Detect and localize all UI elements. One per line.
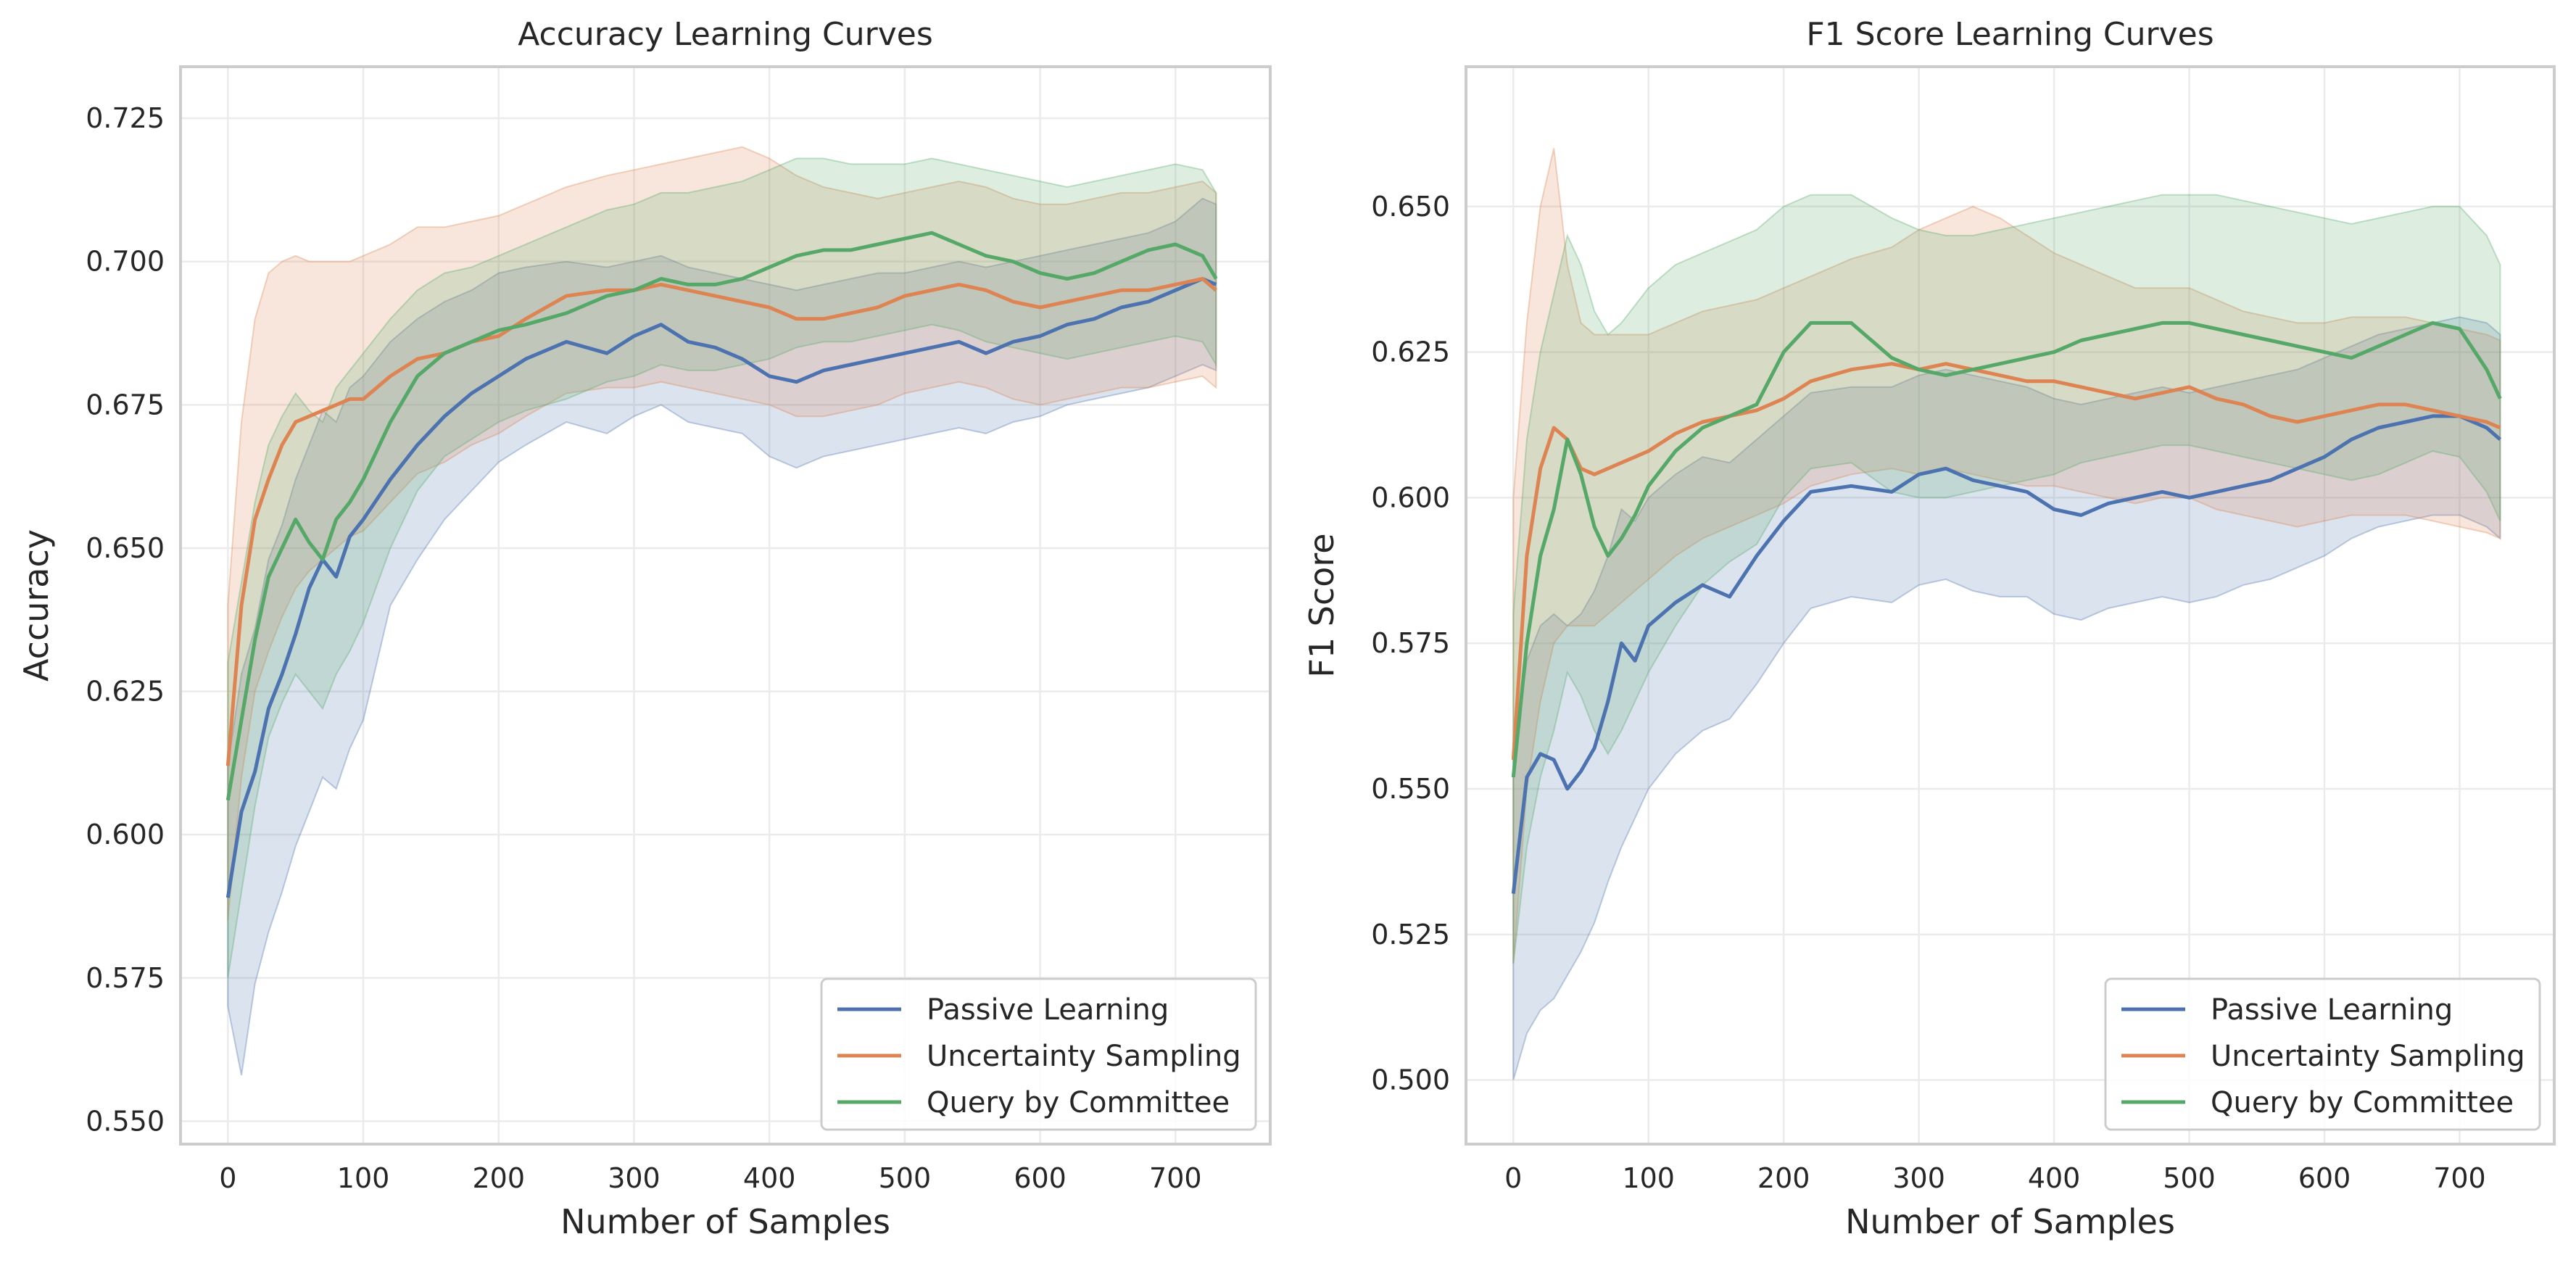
x-tick-label: 200 [472, 1162, 525, 1194]
chart-title: Accuracy Learning Curves [518, 16, 933, 53]
x-tick-label: 200 [1757, 1162, 1810, 1194]
y-tick-label: 0.600 [86, 819, 165, 850]
y-tick-label: 0.650 [86, 532, 165, 564]
series-line-1 [1511, 414, 2502, 894]
y-tick-label: 0.550 [86, 1105, 165, 1137]
y-tick-label: 0.525 [1371, 919, 1450, 951]
x-tick-label: 0 [219, 1162, 236, 1194]
axes-frame [179, 65, 1272, 1146]
y-tick-label: 0.550 [1371, 773, 1450, 805]
x-tick-label: 700 [1149, 1162, 1202, 1194]
x-tick-label: 600 [2298, 1162, 2351, 1194]
x-tick-label: 0 [1504, 1162, 1522, 1194]
legend-label-2: Uncertainty Sampling [927, 1040, 1241, 1073]
legend-label-1: Passive Learning [927, 993, 1169, 1027]
y-tick-label: 0.625 [1371, 336, 1450, 368]
series-line-2 [225, 277, 1217, 766]
confidence-band-1 [227, 197, 1217, 1076]
legend-label-1: Passive Learning [2211, 993, 2453, 1027]
y-axis-label: F1 Score [1302, 533, 1341, 677]
series-line-3 [1511, 320, 2502, 778]
x-tick-label: 500 [879, 1162, 932, 1194]
y-tick-label: 0.575 [86, 962, 165, 994]
confidence-band-2 [1512, 148, 2501, 964]
legend-label-3: Query by Committee [2211, 1086, 2514, 1119]
legend-box [820, 977, 1257, 1131]
chart-panel-1: 0 100 200 300 400 500 600 700 0.550 0.575 0.600 0.6… [17, 16, 1272, 1241]
legend-label-2: Uncertainty Sampling [2211, 1040, 2525, 1073]
x-tick-label: 100 [1622, 1162, 1675, 1194]
legend: Passive Learning Uncertainty Sampling Quer… [820, 977, 1257, 1131]
y-tick-label: 0.650 [1371, 191, 1450, 223]
y-tick-label: 0.675 [86, 389, 165, 421]
x-tick-label: 300 [608, 1162, 660, 1194]
y-tick-label: 0.600 [1371, 481, 1450, 513]
x-tick-label: 600 [1014, 1162, 1067, 1194]
chart-panel-2: 0 100 200 300 400 500 600 700 0.500 0.525 0.550 0.5… [1302, 16, 2556, 1241]
series-line-1 [225, 277, 1217, 898]
x-axis-label: Number of Samples [560, 1202, 890, 1241]
chart-title: F1 Score Learning Curves [1806, 16, 2213, 53]
legend-box [2104, 977, 2541, 1131]
y-axis-label: Accuracy [17, 529, 56, 682]
legend-label-3: Query by Committee [927, 1086, 1230, 1119]
y-tick-label: 0.625 [86, 676, 165, 708]
plot-area [181, 67, 1270, 1144]
confidence-band-1 [1512, 316, 2501, 1080]
axes-frame [1465, 65, 2556, 1146]
x-tick-label: 400 [2028, 1162, 2081, 1194]
x-tick-label: 100 [337, 1162, 390, 1194]
y-tick-label: 0.700 [86, 246, 165, 278]
confidence-band-3 [227, 157, 1217, 978]
plot-area [1466, 67, 2554, 1144]
x-tick-label: 300 [1892, 1162, 1945, 1194]
series-line-3 [225, 231, 1218, 801]
legend: Passive Learning Uncertainty Sampling Quer… [2104, 977, 2541, 1131]
x-tick-label: 500 [2163, 1162, 2216, 1194]
series-line-2 [1511, 362, 2501, 761]
y-tick-label: 0.725 [86, 102, 165, 134]
confidence-band-3 [1512, 194, 2501, 964]
x-tick-label: 400 [743, 1162, 796, 1194]
y-tick-label: 0.500 [1371, 1064, 1450, 1096]
y-tick-label: 0.575 [1371, 627, 1450, 659]
x-axis-label: Number of Samples [1845, 1202, 2175, 1241]
x-tick-label: 700 [2433, 1162, 2486, 1194]
